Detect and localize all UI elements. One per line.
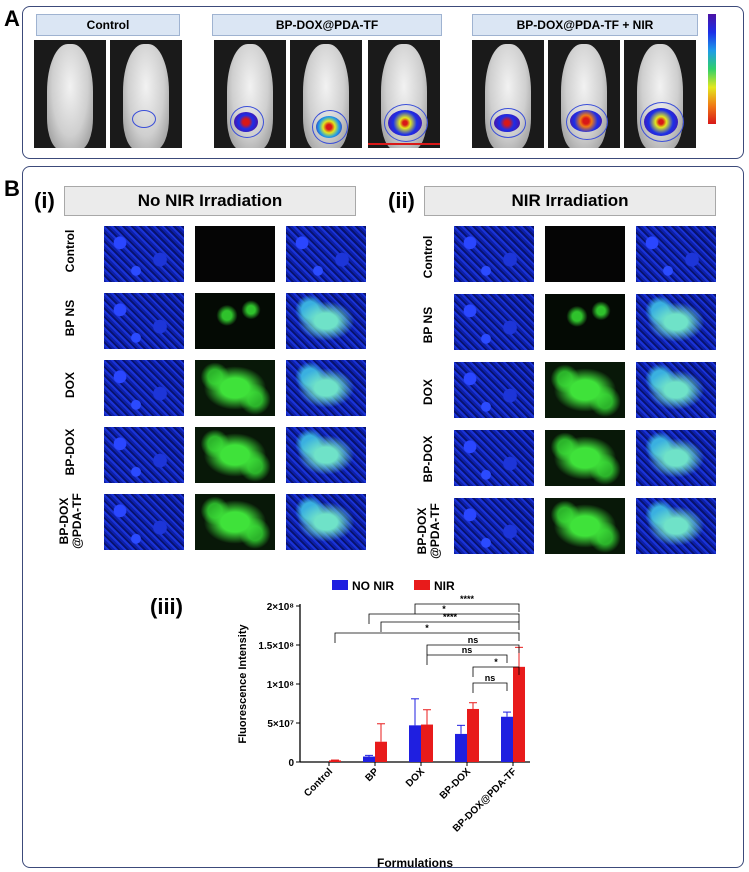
section-iii-numeral: (iii) — [150, 594, 183, 619]
mouse-image-control-2 — [110, 40, 182, 148]
micrograph-tile — [636, 498, 716, 554]
micrograph-tile — [286, 494, 366, 550]
micrograph-tile — [454, 294, 534, 350]
mouse-image-nir-2 — [548, 40, 620, 148]
row-label-bp-ns-ii: BP NS — [421, 306, 435, 344]
micrograph-tile — [636, 294, 716, 350]
row-label-bp-dox-pda-tf-ii: BP-DOX @PDA-TF — [415, 503, 442, 559]
row-label-dox-i: DOX — [63, 372, 77, 399]
micrograph-tile — [545, 498, 625, 554]
panel-a-letter: A — [4, 6, 20, 31]
row-label-bp-ns-i: BP NS — [63, 299, 77, 337]
panel-a-frame — [22, 6, 744, 159]
micrograph-tile — [286, 293, 366, 349]
mouse-image-treated-1 — [214, 40, 286, 148]
micrograph-tile — [286, 427, 366, 483]
micrograph-tile — [104, 293, 184, 349]
micrograph-tile — [636, 362, 716, 418]
group-label-bp-dox-pda-tf: BP-DOX@PDA-TF — [212, 14, 442, 36]
micrograph-tile — [545, 294, 625, 350]
micrograph-tile — [454, 226, 534, 282]
mouse-image-treated-3 — [368, 40, 440, 148]
mouse-image-control-1 — [34, 40, 106, 148]
micrograph-tile — [195, 293, 275, 349]
micrograph-tile — [636, 226, 716, 282]
micrograph-tile — [286, 226, 366, 282]
section-i-title: No NIR Irradiation — [64, 186, 356, 216]
panel-b-frame — [22, 166, 744, 868]
row-label-control-i: Control — [63, 229, 77, 273]
micrograph-tile — [454, 362, 534, 418]
micrograph-tile — [636, 430, 716, 486]
row-label-dox-ii: DOX — [421, 379, 435, 406]
micrograph-tile — [104, 360, 184, 416]
micrograph-tile — [195, 360, 275, 416]
micrograph-tile — [286, 360, 366, 416]
micrograph-tile — [195, 427, 275, 483]
micrograph-tile — [104, 494, 184, 550]
micrograph-tile — [195, 494, 275, 550]
group-label-bp-dox-pda-tf-nir: BP-DOX@PDA-TF + NIR — [472, 14, 698, 36]
mouse-image-nir-3 — [624, 40, 696, 148]
micrograph-tile — [545, 226, 625, 282]
mouse-image-nir-1 — [472, 40, 544, 148]
group-label-control: Control — [36, 14, 180, 36]
micrograph-tile — [545, 362, 625, 418]
micrograph-tile — [545, 430, 625, 486]
row-label-bp-dox-ii: BP-DOX — [421, 435, 435, 483]
section-i-numeral: (i) — [34, 188, 55, 213]
micrograph-tile — [195, 226, 275, 282]
panel-b-letter: B — [4, 176, 20, 201]
micrograph-tile — [104, 427, 184, 483]
row-label-bp-dox-i: BP-DOX — [63, 428, 77, 476]
mouse-image-treated-2 — [290, 40, 362, 148]
section-ii-title: NIR Irradiation — [424, 186, 716, 216]
row-label-bp-dox-pda-tf-i: BP-DOX @PDA-TF — [57, 493, 84, 549]
micrograph-tile — [454, 430, 534, 486]
micrograph-tile — [454, 498, 534, 554]
row-label-control-ii: Control — [421, 235, 435, 279]
micrograph-tile — [104, 226, 184, 282]
fluorescence-color-scale — [708, 14, 716, 124]
section-ii-numeral: (ii) — [388, 188, 415, 213]
